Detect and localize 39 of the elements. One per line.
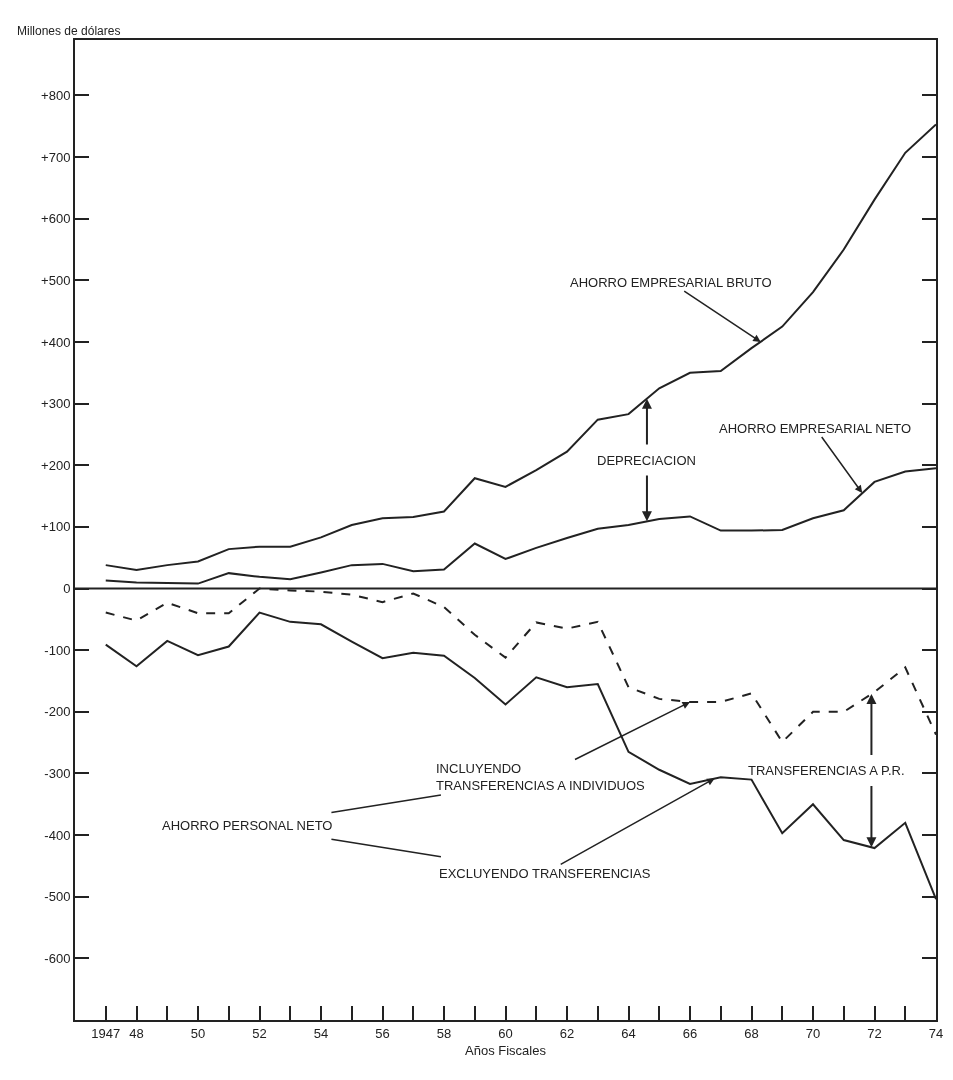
x-tick-label: 60 [498, 1025, 513, 1041]
y-tick-label: +300 [41, 396, 71, 412]
annotation: AHORRO PERSONAL NETO [162, 818, 333, 833]
annotation: AHORRO EMPRESARIAL BRUTO [570, 275, 772, 290]
y-tick-label: +400 [41, 334, 71, 350]
annotation: INCLUYENDO TRANSFERENCIAS A INDIVIDUOS [436, 761, 646, 793]
y-tick-label: -100 [44, 642, 71, 658]
annotation: TRANSFERENCIAS A P.R. [748, 763, 905, 778]
y-tick-label: +500 [41, 272, 71, 288]
y-tick-label: -300 [44, 766, 71, 782]
x-tick-label: 72 [867, 1025, 882, 1041]
x-tick-label: 52 [252, 1025, 267, 1041]
annotation: AHORRO EMPRESARIAL NETO [719, 421, 912, 436]
y-tick-label: +700 [41, 149, 71, 165]
x-axis-title: Años Fiscales [465, 1042, 547, 1058]
x-tick-label: 70 [805, 1025, 821, 1041]
x-tick-label: 68 [744, 1025, 759, 1041]
y-tick-label: -200 [44, 704, 71, 720]
y-tick-label: -500 [44, 889, 71, 905]
x-tick-label: 58 [436, 1025, 452, 1041]
y-tick-label: +200 [41, 457, 71, 473]
x-tick-label: 62 [559, 1025, 575, 1041]
y-tick-label: +100 [41, 519, 71, 535]
x-tick-label: 48 [129, 1025, 144, 1041]
x-tick-label: 74 [928, 1025, 944, 1041]
x-tick-label: 56 [375, 1025, 390, 1041]
x-tick-label: 50 [190, 1025, 206, 1041]
x-tick-label: 66 [682, 1025, 698, 1041]
annotation: DEPRECIACION [597, 453, 696, 468]
x-tick-label: 54 [313, 1025, 329, 1041]
y-tick-label: +600 [41, 211, 71, 227]
y-tick-label: +800 [41, 88, 71, 104]
y-tick-label: 0 [63, 581, 71, 597]
annotation: EXCLUYENDO TRANSFERENCIAS [439, 866, 651, 881]
y-axis-title: Millones de dólares [17, 24, 121, 38]
y-tick-label: -600 [44, 950, 71, 966]
x-tick-label: 64 [621, 1025, 636, 1041]
x-tick-label: 1947 [91, 1025, 121, 1041]
y-tick-label: -400 [44, 827, 71, 843]
